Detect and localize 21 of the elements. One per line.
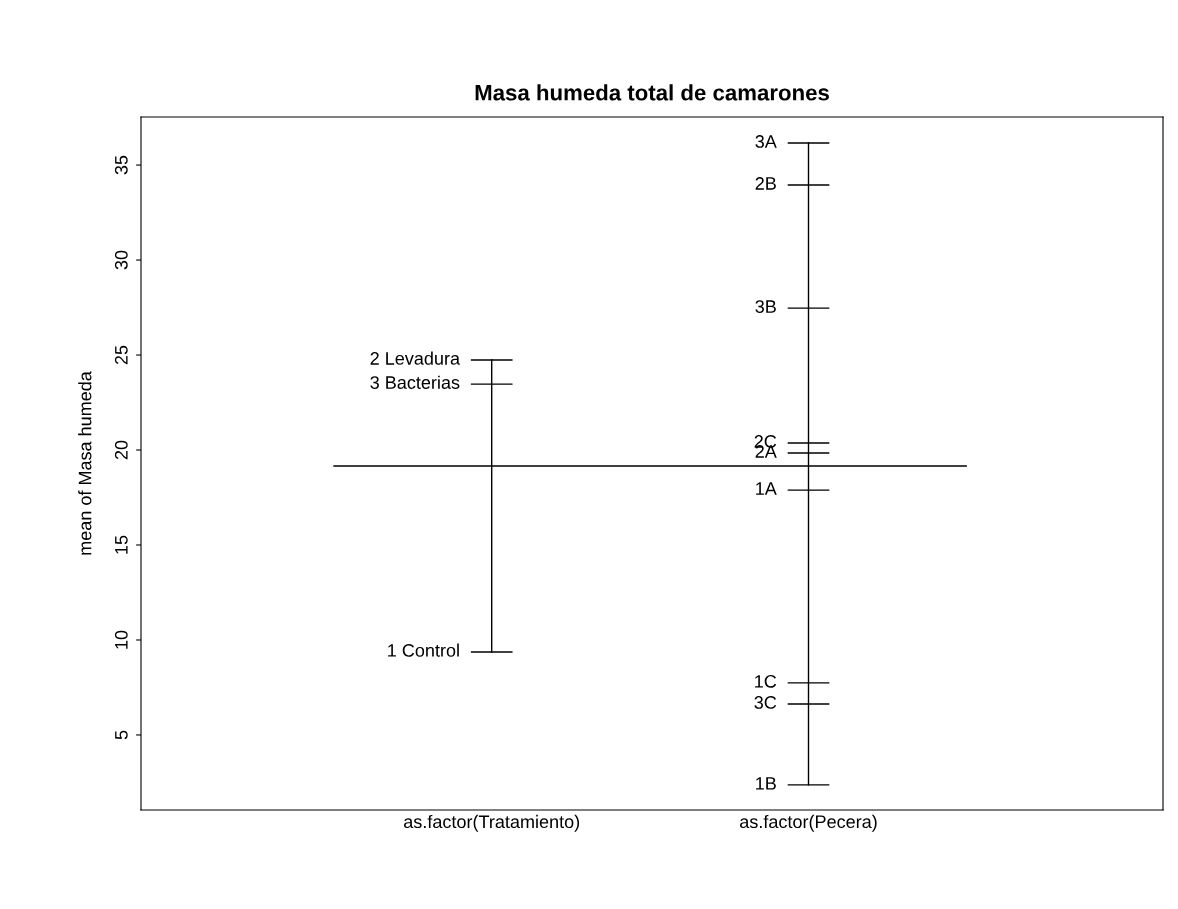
- annotation: 3B: [755, 300, 776, 313]
- y-tick-label: 20: [114, 440, 128, 460]
- y-tick-label: 15: [115, 535, 128, 554]
- annotation: 3C: [754, 696, 777, 709]
- y-tick-label: 35: [114, 155, 128, 175]
- annotation: 1A: [756, 482, 777, 495]
- y-tick-label: 5: [115, 730, 128, 740]
- annotation: 1C: [755, 674, 777, 688]
- y-axis-title: mean of Masa humeda: [78, 371, 92, 555]
- annotation: 3 Bacterias: [370, 375, 460, 389]
- chart-title: Masa humeda total de camarones: [475, 84, 829, 101]
- y-tick-label: 10: [114, 630, 128, 649]
- annotation: 2B: [755, 177, 776, 190]
- y-tick-label: 30: [114, 250, 128, 270]
- y-tick-label: 25: [114, 345, 128, 365]
- x-tick-label: as.factor(Tratamiento): [404, 814, 580, 832]
- annotation: 3A: [755, 135, 777, 148]
- annotation: 2 Levadura: [370, 351, 461, 365]
- annotation: 1B: [756, 777, 776, 790]
- annotation: 1 Control: [388, 643, 459, 657]
- x-tick-label: as.factor(Pecera): [740, 814, 877, 832]
